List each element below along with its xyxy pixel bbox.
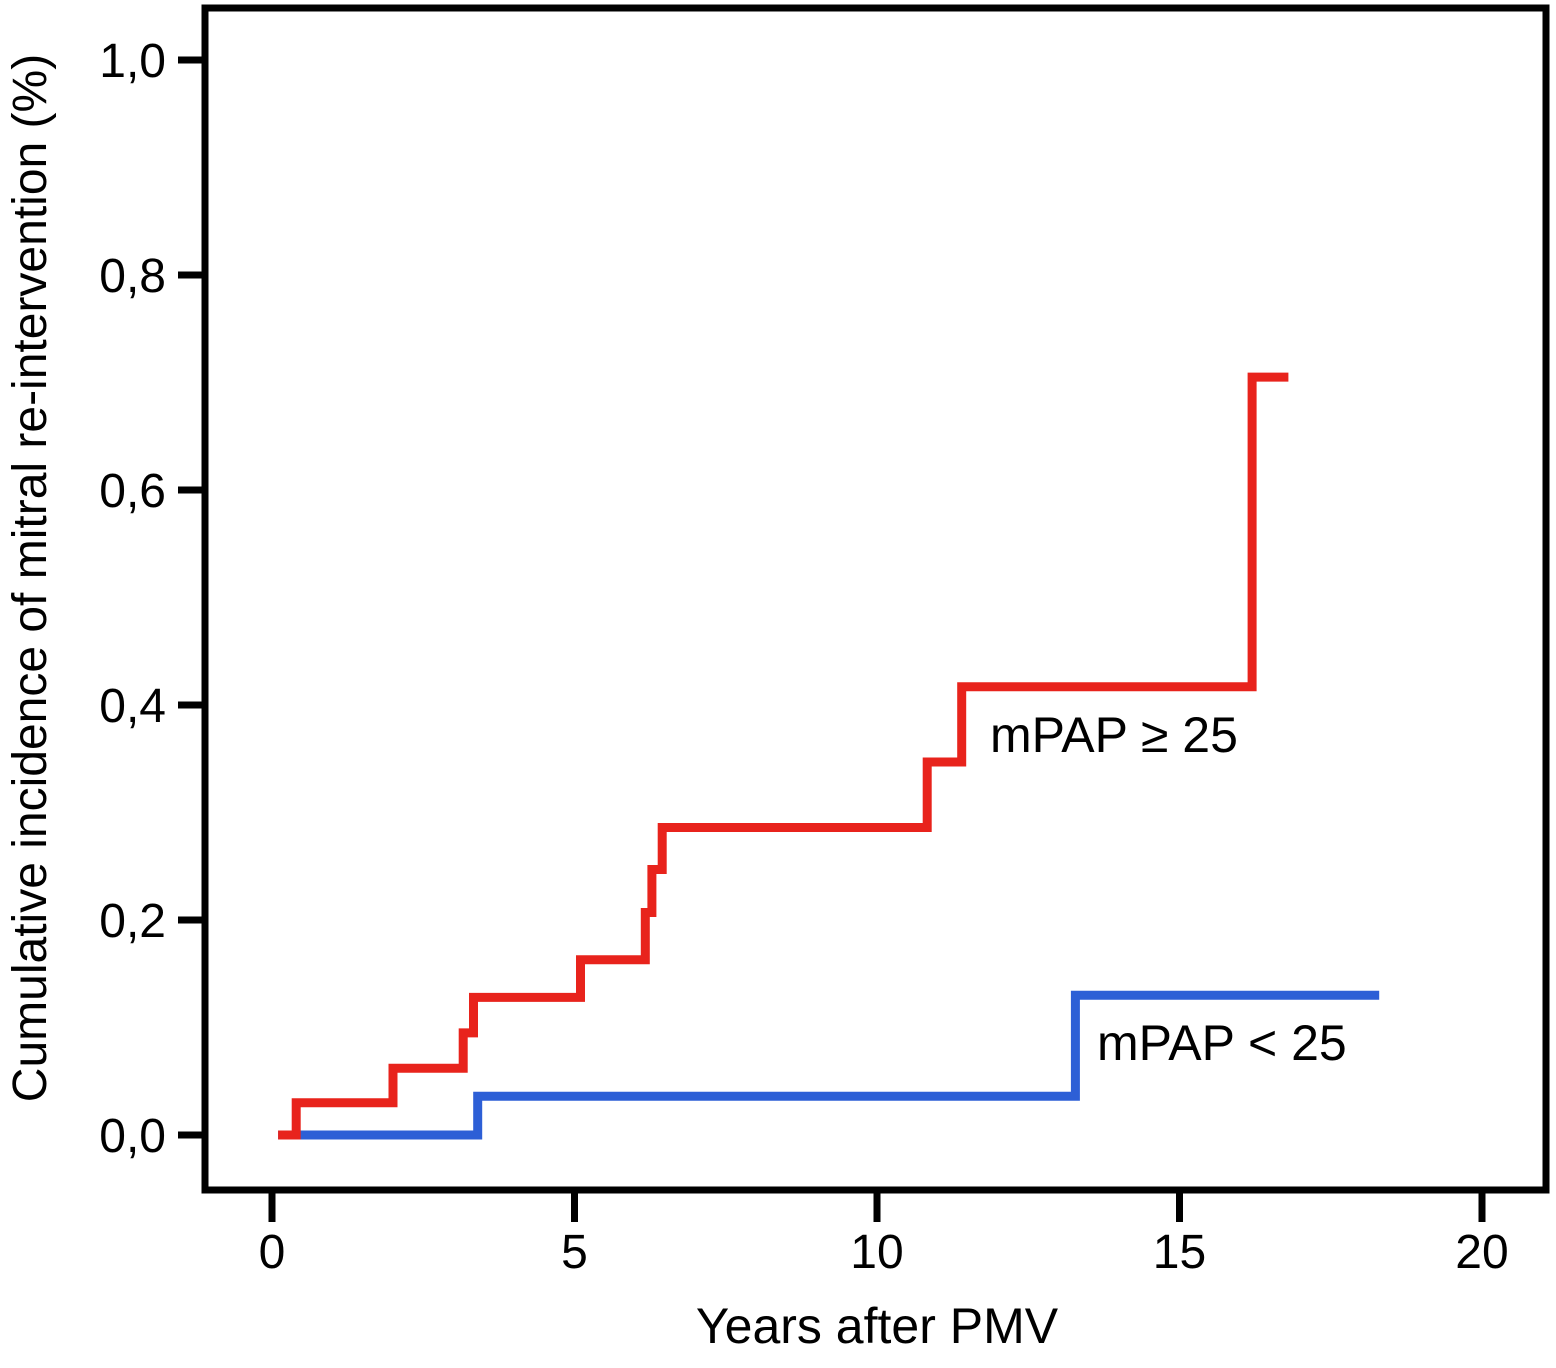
plot-area-border: [201, 4, 1550, 1194]
y-axis-tick-labels: 0,0 0,2 0,4 0,6 0,8 1,0: [99, 35, 166, 1163]
x-tick-label: 15: [1153, 1226, 1206, 1279]
series-line-mpap-ge-25: [278, 372, 1289, 1140]
series-line-mpap-lt-25: [278, 990, 1380, 1140]
x-tick-label: 10: [850, 1226, 903, 1279]
y-tick-label: 0,6: [99, 465, 166, 518]
x-tick-label: 20: [1455, 1226, 1508, 1279]
x-tick-label: 0: [259, 1226, 286, 1279]
y-axis-title: Cumulative incidence of mitral re-interv…: [4, 54, 57, 1102]
series-label-mpap-lt-25: mPAP < 25: [1097, 1015, 1347, 1071]
y-tick-label: 0,0: [99, 1110, 166, 1163]
y-tick-label: 0,8: [99, 250, 166, 303]
x-tick-label: 5: [561, 1226, 588, 1279]
x-axis-tick-labels: 0 5 10 15 20: [259, 1226, 1509, 1279]
y-tick-label: 1,0: [99, 35, 166, 88]
x-axis-ticks: [268, 1190, 1486, 1222]
y-axis-ticks: [178, 56, 205, 1139]
x-axis-title: Years after PMV: [696, 1298, 1059, 1354]
series-label-mpap-ge-25: mPAP ≥ 25: [990, 707, 1238, 763]
y-tick-label: 0,2: [99, 895, 166, 948]
y-tick-label: 0,4: [99, 680, 166, 733]
series-lines: [278, 372, 1380, 1140]
